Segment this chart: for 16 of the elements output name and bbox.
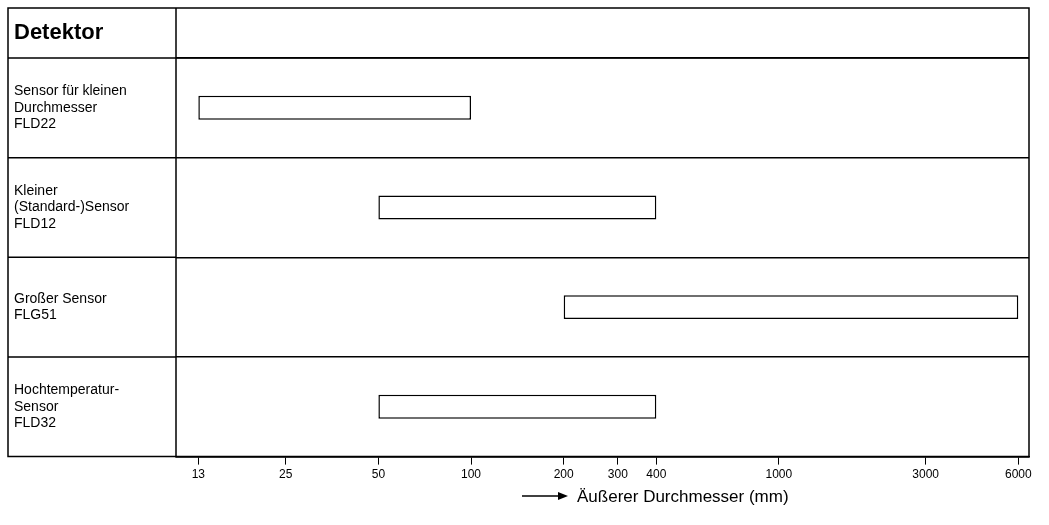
y-tick-label: Sensor für kleinen Durchmesser FLD22 — [14, 81, 127, 132]
y-tick-label: Kleiner (Standard-)Sensor FLD12 — [14, 181, 130, 232]
x-tick-label: 100 — [461, 467, 482, 482]
x-tick-label: 50 — [371, 467, 386, 482]
x-tick-label: 200 — [553, 467, 575, 482]
x-tick-label: 25 — [279, 467, 293, 482]
y-axis-title: Detektor — [14, 19, 104, 45]
x-tick-label: 300 — [607, 467, 629, 482]
x-tick-label: 13 — [191, 467, 206, 482]
y-tick-label: Hochtemperatur- Sensor FLD32 — [14, 380, 120, 431]
x-tick-label: 6000 — [1004, 467, 1032, 482]
x-tick-label: 3000 — [912, 467, 940, 482]
y-tick-label: Großer Sensor FLG51 — [14, 289, 107, 323]
x-tick-label: 1000 — [765, 467, 793, 482]
x-tick-label: 400 — [646, 467, 667, 482]
x-axis-title: Äußerer Durchmesser (mm) — [577, 486, 789, 506]
